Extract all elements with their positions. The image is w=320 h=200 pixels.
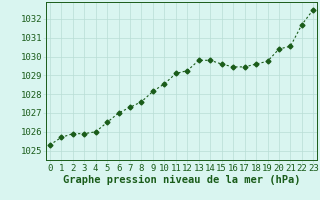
X-axis label: Graphe pression niveau de la mer (hPa): Graphe pression niveau de la mer (hPa) (63, 175, 300, 185)
